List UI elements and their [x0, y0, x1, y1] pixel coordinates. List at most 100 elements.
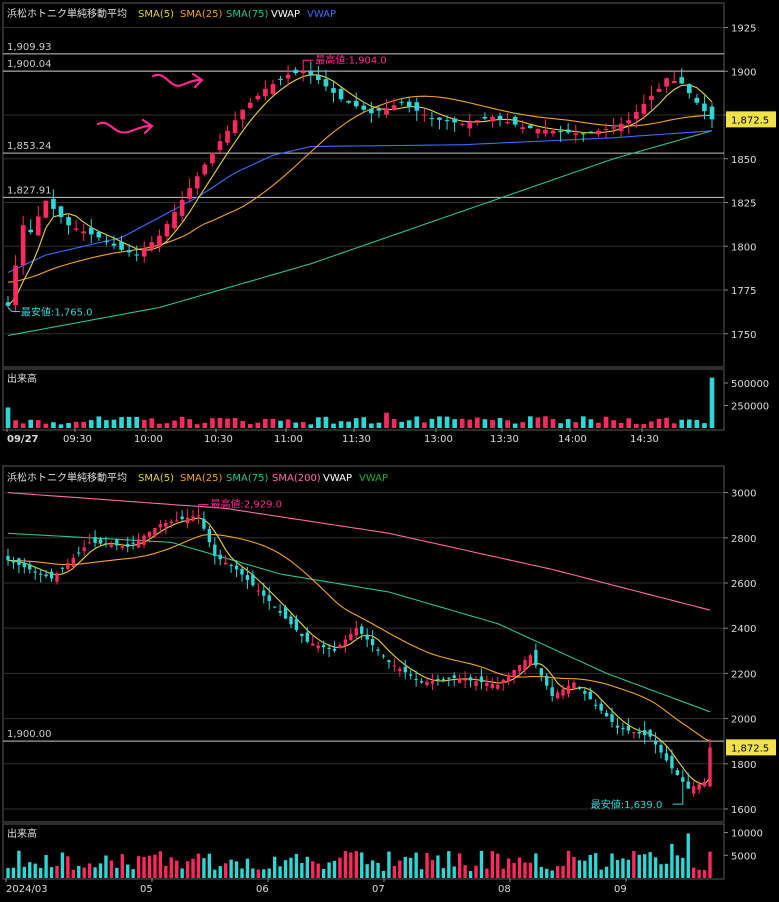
candle-body	[134, 254, 140, 256]
candle-body	[444, 120, 450, 122]
candle-body	[656, 88, 662, 92]
volume-bar	[425, 852, 429, 878]
volume-bar	[149, 418, 155, 428]
x-tick-label: 10:00	[134, 434, 163, 445]
volume-bar	[381, 870, 386, 878]
volume-bar	[441, 868, 446, 878]
reference-line-label: 1,900.04	[7, 59, 52, 70]
sma200-line	[7, 492, 711, 611]
current-price-box	[726, 739, 776, 756]
candle-body	[187, 188, 192, 199]
candle-body	[20, 225, 26, 266]
y-tick-label: 1925	[731, 24, 756, 35]
candle-body	[603, 129, 609, 130]
volume-bar	[506, 858, 511, 878]
candle-body	[153, 528, 157, 537]
volume-bar	[66, 856, 70, 878]
high-marker	[197, 504, 209, 509]
bottom-volume-axis: 10000 5000	[724, 829, 763, 862]
volume-bar	[463, 865, 467, 878]
volume-bar	[398, 860, 402, 878]
candle-body	[594, 704, 598, 706]
volume-bar	[225, 418, 230, 428]
candle-body	[409, 674, 413, 676]
volume-bar	[73, 421, 79, 428]
volume-bar	[81, 421, 87, 428]
candle-body	[251, 574, 255, 586]
candle-body	[225, 130, 230, 143]
candle-body	[376, 649, 380, 651]
candle-body	[686, 781, 690, 789]
volume-bar	[360, 852, 364, 878]
volume-bar	[370, 860, 375, 878]
candle-body	[588, 691, 592, 700]
top-volume-axis: 500000 250000	[724, 379, 769, 413]
volume-bar	[293, 422, 298, 428]
volume-bar	[247, 424, 253, 428]
candle-body	[22, 562, 26, 568]
volume-bar	[111, 419, 117, 428]
volume-bar	[512, 862, 516, 878]
candle-body	[6, 555, 10, 561]
volume-bar	[369, 423, 374, 428]
volume-bar	[316, 417, 321, 428]
candle-body	[384, 108, 389, 115]
volume-bar	[44, 855, 48, 878]
volume-bar	[43, 423, 49, 428]
volume-bar	[104, 420, 109, 428]
sma25-line	[7, 95, 713, 283]
candle-body	[272, 606, 277, 608]
candle-body	[300, 633, 304, 636]
candle-body	[104, 543, 108, 545]
candle-body	[66, 217, 71, 226]
candle-body	[479, 676, 484, 683]
volume-bar	[104, 855, 108, 878]
candle-body	[270, 84, 276, 94]
candle-body	[278, 78, 283, 80]
candle-body	[262, 590, 266, 596]
volume-bar	[615, 860, 620, 878]
bottom-grid	[3, 492, 724, 810]
top-legend: 浜松ホトニク 単純移動平均 SMA(5) SMA(25) SMA(75) VWA…	[7, 7, 336, 20]
volume-bar	[534, 853, 538, 878]
volume-bar	[164, 423, 170, 428]
volume-bar	[419, 869, 424, 878]
y-tick-label: 1750	[731, 330, 756, 341]
volume-bar	[482, 419, 488, 428]
candle-body	[180, 516, 184, 520]
volume-bar	[485, 868, 489, 878]
volume-bar	[323, 416, 329, 428]
candle-body	[255, 95, 261, 100]
candle-body	[293, 69, 298, 73]
candle-body	[485, 682, 489, 687]
x-tick-label: 05	[140, 884, 153, 895]
x-tick-label: 09/27	[7, 434, 39, 445]
candle-body	[709, 106, 715, 120]
candle-body	[512, 116, 518, 125]
candle-body	[119, 241, 124, 250]
bottom-volume-panel: 出来高 10000 5000	[2, 823, 763, 880]
candle-body	[82, 547, 86, 552]
volume-bar	[528, 416, 533, 428]
candle-body	[338, 645, 342, 649]
arrow-annotation	[151, 72, 204, 89]
volume-bar	[300, 863, 304, 878]
legend-stock-name: 浜松ホトニク	[7, 7, 67, 20]
volume-bar	[588, 854, 592, 878]
volume-bar	[697, 869, 701, 878]
volume-bar	[213, 869, 217, 878]
candle-body	[539, 668, 543, 676]
x-tick-label: 14:00	[558, 434, 587, 445]
candle-body	[387, 660, 391, 663]
volume-bar	[346, 421, 351, 428]
volume-bar	[354, 851, 358, 878]
candle-body	[210, 152, 215, 164]
candle-body	[621, 728, 625, 730]
top-volume-bars	[5, 377, 715, 428]
volume-bar	[35, 420, 41, 428]
candle-body	[583, 690, 587, 694]
volume-bar	[134, 416, 140, 428]
volume-bar	[147, 855, 152, 878]
candle-body	[96, 231, 102, 238]
volume-bar	[686, 833, 690, 878]
